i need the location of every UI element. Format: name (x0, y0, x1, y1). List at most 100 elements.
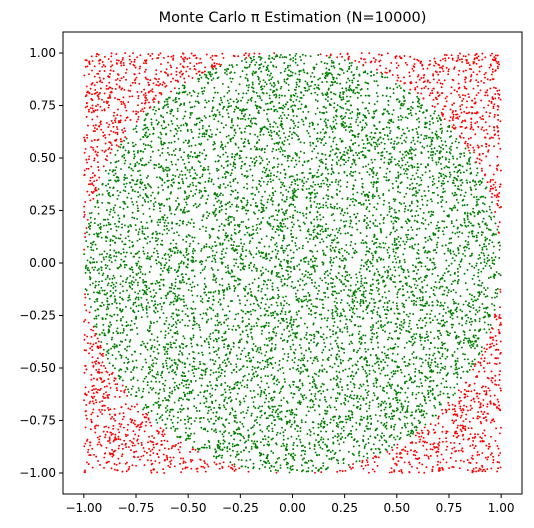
inside-point (453, 259, 456, 262)
inside-point (295, 133, 298, 136)
inside-point (141, 225, 144, 228)
inside-point (139, 268, 142, 271)
inside-point (382, 241, 385, 244)
inside-point (419, 339, 422, 342)
inside-point (279, 368, 282, 371)
inside-point (194, 172, 197, 175)
inside-point (428, 317, 431, 320)
inside-point (329, 203, 332, 206)
inside-point (378, 245, 381, 248)
inside-point (399, 418, 402, 421)
inside-point (470, 294, 473, 297)
inside-point (223, 346, 225, 349)
inside-point (406, 405, 409, 407)
inside-point (299, 69, 302, 72)
inside-point (197, 324, 200, 327)
inside-point (243, 186, 245, 189)
inside-point (130, 197, 133, 200)
inside-point (279, 432, 282, 435)
inside-point (350, 397, 353, 400)
inside-point (417, 261, 420, 264)
inside-point (277, 142, 280, 145)
inside-point (391, 261, 394, 264)
inside-point (411, 423, 414, 426)
inside-point (422, 212, 425, 214)
inside-point (101, 280, 104, 283)
inside-point (409, 238, 412, 241)
inside-point (119, 309, 122, 312)
inside-point (446, 180, 449, 183)
inside-point (463, 331, 466, 334)
inside-point (445, 259, 448, 262)
inside-point (194, 307, 197, 310)
inside-point (414, 148, 417, 151)
inside-point (371, 399, 374, 402)
inside-point (284, 457, 287, 460)
inside-point (421, 405, 424, 407)
inside-point (271, 430, 274, 433)
inside-point (411, 188, 414, 191)
inside-point (181, 222, 184, 225)
inside-point (460, 366, 463, 369)
inside-point (415, 426, 418, 429)
inside-point (185, 247, 188, 250)
inside-point (316, 292, 319, 295)
inside-point (270, 215, 273, 218)
inside-point (95, 317, 98, 320)
inside-point (357, 400, 359, 403)
inside-point (442, 210, 445, 213)
inside-point (291, 157, 294, 160)
inside-point (209, 332, 212, 335)
inside-point (486, 287, 489, 289)
inside-point (405, 299, 407, 302)
inside-point (230, 172, 233, 175)
inside-point (389, 87, 392, 90)
inside-point (475, 174, 478, 177)
inside-point (428, 268, 431, 271)
inside-point (471, 235, 474, 238)
inside-point (467, 241, 470, 244)
inside-point (248, 322, 251, 325)
inside-point (421, 198, 424, 201)
inside-point (354, 92, 357, 95)
inside-point (446, 130, 449, 133)
inside-point (109, 208, 112, 211)
inside-point (371, 265, 374, 267)
inside-point (345, 251, 348, 254)
inside-point (329, 154, 331, 157)
inside-point (365, 281, 368, 284)
inside-point (270, 236, 273, 239)
inside-point (392, 109, 395, 112)
inside-point (379, 213, 382, 216)
inside-point (323, 105, 326, 108)
inside-point (347, 77, 350, 80)
inside-point (463, 272, 466, 275)
inside-point (276, 313, 279, 316)
inside-point (250, 61, 253, 64)
inside-point (403, 306, 406, 309)
inside-point (320, 392, 323, 395)
inside-point (304, 421, 307, 424)
inside-point (278, 178, 281, 181)
inside-point (307, 271, 310, 274)
inside-point (126, 177, 128, 179)
inside-point (324, 177, 327, 179)
inside-point (425, 122, 428, 124)
inside-point (352, 397, 355, 400)
inside-point (256, 440, 259, 443)
inside-point (318, 389, 321, 392)
inside-point (294, 89, 297, 91)
inside-point (187, 289, 190, 291)
inside-point (254, 345, 257, 348)
inside-point (403, 422, 406, 425)
inside-point (316, 86, 318, 89)
inside-point (410, 236, 413, 239)
inside-point (466, 212, 469, 215)
inside-point (219, 430, 222, 433)
inside-point (484, 236, 487, 239)
inside-point (160, 297, 163, 299)
inside-point (400, 203, 403, 206)
inside-point (304, 273, 307, 276)
inside-point (290, 183, 293, 186)
inside-point (130, 282, 133, 284)
